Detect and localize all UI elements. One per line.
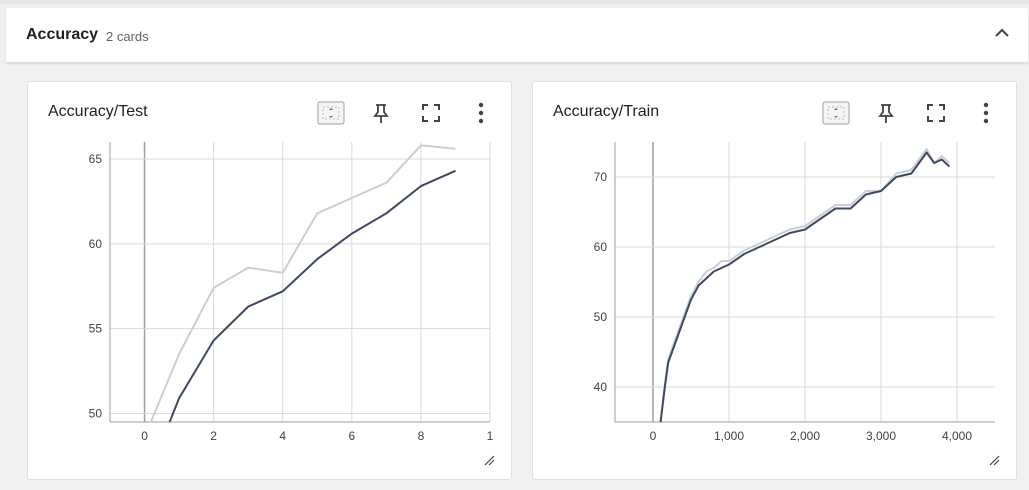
x-tick-label: 4,000	[942, 429, 972, 443]
resize-icon	[989, 455, 1000, 466]
x-tick-label: 2	[210, 429, 217, 443]
fit-domain-button[interactable]	[316, 99, 346, 127]
y-tick-label: 70	[594, 170, 608, 184]
card-title: Accuracy/Test	[48, 103, 148, 120]
y-tick-label: 50	[594, 310, 608, 324]
x-tick-label: 4	[279, 429, 286, 443]
fit-domain-button[interactable]	[821, 99, 851, 127]
card-title: Accuracy/Train	[553, 103, 660, 120]
group-card-count: 2 cards	[106, 29, 149, 44]
fit-domain-icon	[822, 101, 850, 125]
smoothed-series-line	[659, 151, 951, 422]
more-vert-icon	[478, 102, 484, 124]
y-tick-label: 60	[594, 240, 608, 254]
fullscreen-button[interactable]	[921, 99, 951, 127]
x-tick-label: 1,000	[714, 429, 744, 443]
y-tick-label: 55	[89, 322, 103, 336]
pin-icon	[373, 104, 389, 123]
y-tick-label: 40	[594, 380, 608, 394]
x-tick-label: 2,000	[790, 429, 820, 443]
raw-series-line	[149, 144, 456, 422]
smoothed-series-line	[168, 169, 456, 422]
accuracy-test-chart[interactable]: 0 2 4 6 8 1 55 60 65 50	[28, 82, 511, 479]
fullscreen-icon	[422, 104, 440, 122]
fullscreen-icon	[927, 104, 945, 122]
y-tick-label: 60	[89, 237, 103, 251]
x-tick-label: 0	[650, 429, 657, 443]
collapse-group-button[interactable]	[990, 22, 1014, 46]
more-options-button[interactable]	[466, 99, 496, 127]
x-tick-label: 3,000	[866, 429, 896, 443]
group-title: Accuracy	[26, 26, 99, 43]
accuracy-train-chart[interactable]: 0 1,000 2,000 3,000 4,000 40 50 60 70	[533, 82, 1016, 479]
x-tick-label: 8	[418, 429, 425, 443]
pin-icon	[878, 104, 894, 123]
chevron-up-icon	[995, 28, 1009, 37]
resize-handle[interactable]	[988, 453, 1000, 466]
raw-series-line	[659, 148, 951, 422]
y-tick-label: 65	[89, 152, 103, 166]
more-vert-icon	[983, 102, 989, 124]
x-tick-label: 6	[348, 429, 355, 443]
x-tick-label: 1	[487, 429, 494, 443]
pin-button[interactable]	[871, 99, 901, 127]
card-accuracy-train: Accuracy/Train 0 1,000 2,000 3,000 4,000 40 50…	[532, 81, 1017, 480]
y-tick-label: 50	[89, 407, 103, 421]
group-header: Accuracy 2 cards	[6, 8, 1028, 63]
x-tick-label: 0	[141, 429, 148, 443]
fullscreen-button[interactable]	[416, 99, 446, 127]
fit-domain-icon	[317, 101, 345, 125]
resize-icon	[484, 455, 495, 466]
card-accuracy-test: Accuracy/Test 0 2 4 6 8 1 55 60 65 50	[27, 81, 512, 480]
more-options-button[interactable]	[971, 99, 1001, 127]
resize-handle[interactable]	[483, 453, 495, 466]
pin-button[interactable]	[366, 99, 396, 127]
top-divider	[0, 0, 1029, 4]
